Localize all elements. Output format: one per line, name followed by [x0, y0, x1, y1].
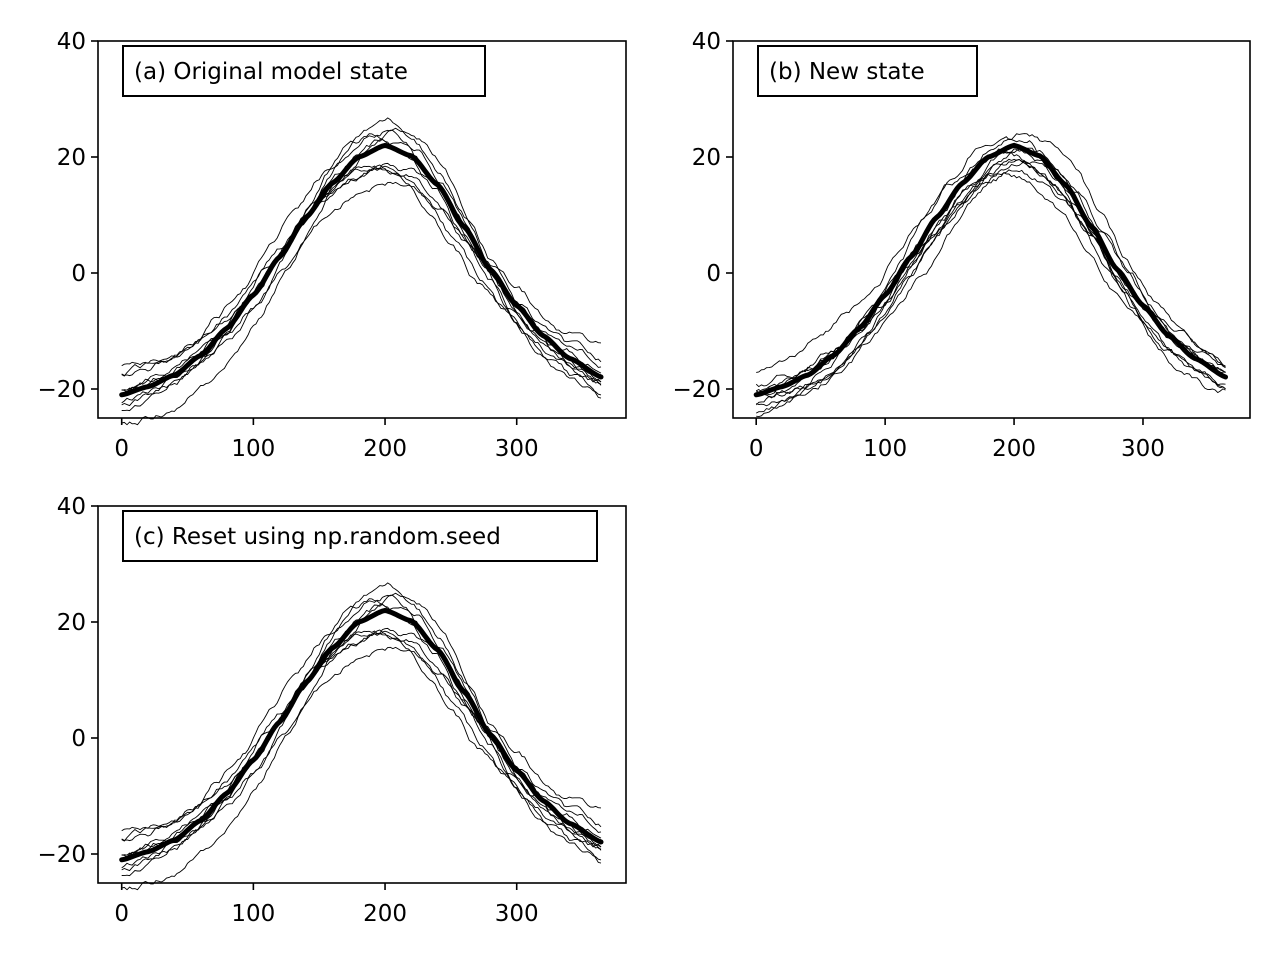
y-tick-label: 20 — [57, 145, 86, 171]
panel-title-box — [122, 45, 486, 97]
y-tick-label: −20 — [37, 377, 86, 403]
panel-title: (c) Reset using np.random.seed — [134, 524, 501, 550]
y-tick-label: 0 — [71, 726, 86, 752]
member-line — [121, 646, 602, 858]
member-line — [121, 598, 602, 842]
axes-frame — [97, 505, 627, 884]
x-tick-label: 200 — [992, 436, 1036, 462]
member-line — [756, 136, 1226, 418]
member-line — [755, 158, 1226, 388]
x-tick-label: 0 — [114, 436, 129, 462]
member-line — [121, 594, 602, 891]
member-line — [121, 129, 602, 426]
y-tick-label: 20 — [57, 610, 86, 636]
axes-frame — [732, 40, 1251, 419]
y-tick-label: 40 — [57, 29, 86, 55]
member-line — [121, 138, 602, 412]
member-line — [755, 148, 1226, 414]
x-tick-label: 300 — [1121, 436, 1165, 462]
member-line — [121, 133, 602, 377]
y-tick-label: 40 — [692, 29, 721, 55]
y-tick-label: −20 — [672, 377, 721, 403]
y-tick-label: 40 — [57, 494, 86, 520]
panel-b: 0 100 200 300 −20 0 20 40 (b) New state — [672, 29, 1251, 462]
member-line — [121, 627, 602, 832]
x-tick-label: 100 — [863, 436, 907, 462]
member-line — [121, 162, 602, 367]
x-tick-label: 0 — [114, 901, 129, 927]
member-line — [121, 592, 602, 872]
x-tick-label: 0 — [749, 436, 764, 462]
x-tick-label: 200 — [363, 901, 407, 927]
member-line — [121, 603, 602, 877]
member-line — [755, 159, 1226, 406]
x-tick-label: 200 — [363, 436, 407, 462]
x-tick-label: 300 — [495, 436, 539, 462]
member-line — [756, 160, 1226, 407]
y-tick-label: 0 — [706, 261, 721, 287]
y-tick-label: −20 — [37, 842, 86, 868]
x-tick-label: 300 — [495, 901, 539, 927]
y-tick-label: 20 — [692, 145, 721, 171]
panel-a: 0 100 200 300 −20 0 20 40 (a) Original model sta… — [37, 29, 627, 462]
x-tick-label: 100 — [231, 436, 275, 462]
mean-line — [753, 142, 1228, 398]
y-tick-label: 0 — [71, 261, 86, 287]
x-tick-label: 100 — [231, 901, 275, 927]
axes-frame — [97, 40, 627, 419]
panel-title-box — [122, 510, 598, 562]
panel-title: (a) Original model state — [134, 59, 408, 85]
panel-c: 0 100 200 300 −20 0 20 40 (c) Reset using np.ran… — [37, 494, 627, 927]
panel-title-box — [757, 45, 978, 97]
panel-title: (b) New state — [769, 59, 925, 85]
mean-line — [119, 142, 604, 398]
mean-line — [119, 607, 604, 863]
member-line — [121, 127, 602, 407]
member-line — [121, 181, 602, 393]
